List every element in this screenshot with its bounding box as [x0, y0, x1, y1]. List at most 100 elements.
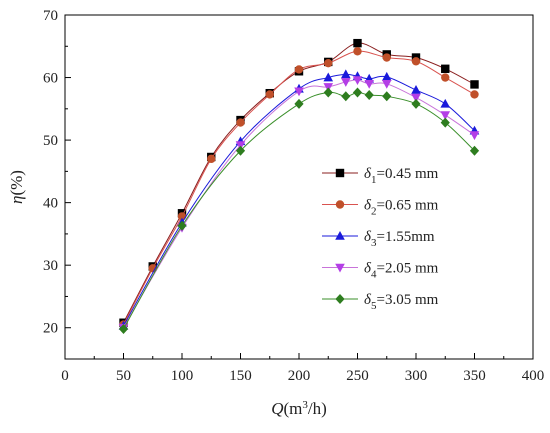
data-point: [411, 85, 421, 94]
legend-symbol: δ: [364, 261, 372, 277]
legend-label: δ2=0.65 mm: [364, 198, 439, 218]
legend-value: =0.45 mm: [376, 166, 438, 182]
legend-label: δ5=3.05 mm: [364, 292, 439, 312]
data-point: [411, 98, 421, 109]
data-point: [265, 90, 274, 99]
y-tick-label: 30: [43, 258, 58, 274]
legend-marker: [335, 168, 345, 178]
legend-marker: [335, 294, 345, 304]
y-axis-title: η(%): [7, 170, 26, 204]
data-point: [323, 87, 333, 98]
legend-subscript: 2: [371, 206, 377, 218]
legend-marker: [335, 263, 345, 273]
legend-symbol: δ: [364, 198, 372, 214]
data-point: [440, 117, 450, 128]
series-5: [118, 87, 480, 334]
data-point: [353, 38, 362, 48]
data-point: [381, 80, 392, 89]
legend-marker: [335, 200, 345, 209]
data-point: [148, 264, 157, 273]
x-axis-var: Q: [271, 399, 283, 418]
x-tick-label: 350: [463, 368, 486, 384]
legend-item-4: δ4=2.05 mm: [322, 261, 439, 281]
data-point: [440, 98, 451, 108]
data-point: [364, 80, 374, 89]
data-point: [118, 323, 129, 334]
data-point: [441, 64, 450, 73]
y-tick-label: 50: [43, 133, 58, 149]
x-axis-unit-sup: 3: [302, 399, 308, 411]
data-point: [440, 111, 451, 121]
legend-subscript: 5: [371, 300, 377, 312]
legend-label: δ3=1.55mm: [364, 229, 435, 249]
y-tick-label: 40: [43, 196, 58, 212]
data-point: [341, 78, 351, 87]
x-tick-label: 250: [346, 368, 369, 384]
legend-subscript: 4: [371, 269, 377, 281]
data-point: [294, 98, 304, 109]
x-tick-label: 200: [288, 368, 311, 384]
y-tick-label: 60: [43, 71, 58, 87]
legend-item-2: δ2=0.65 mm: [322, 198, 439, 218]
data-point: [352, 76, 363, 86]
legend-value: =3.05 mm: [376, 292, 438, 308]
data-point: [470, 90, 479, 99]
legend-symbol: δ: [364, 166, 372, 182]
data-point: [352, 87, 363, 98]
data-point: [341, 69, 351, 79]
x-tick-label: 50: [116, 368, 131, 384]
x-tick-label: 100: [171, 368, 194, 384]
legend-subscript: 3: [371, 237, 377, 249]
data-point: [323, 72, 334, 82]
legend-label: δ1=0.45 mm: [364, 166, 439, 186]
data-point: [235, 141, 246, 151]
data-point: [382, 53, 391, 62]
legend-value: =0.65 mm: [376, 198, 438, 214]
data-point: [177, 220, 187, 231]
data-point: [441, 73, 450, 82]
x-axis-unit-post: /h): [308, 399, 327, 418]
legend-item-3: δ3=1.55mm: [322, 229, 435, 249]
data-point: [341, 91, 351, 102]
legend-item-5: δ5=3.05 mm: [322, 292, 439, 312]
legend-label: δ4=2.05 mm: [364, 261, 439, 281]
legend-marker: [335, 231, 345, 240]
legend-symbol: δ: [364, 292, 372, 308]
data-point: [364, 90, 374, 101]
y-tick-label: 70: [43, 8, 58, 24]
data-point: [382, 91, 392, 102]
data-point: [235, 145, 246, 156]
x-tick-label: 0: [61, 368, 69, 384]
data-point: [324, 58, 333, 68]
legend-value: =1.55mm: [376, 229, 434, 245]
axis-ticks: 0 50 100 150 200 250 300 350 400 20 30 40 50 60 70: [43, 8, 544, 384]
legend-subscript: 1: [371, 174, 377, 186]
data-point: [381, 71, 392, 81]
data-point: [469, 145, 480, 156]
legend-item-1: δ1=0.45 mm: [322, 166, 439, 186]
data-point: [411, 93, 421, 103]
x-tick-label: 400: [522, 368, 545, 384]
x-tick-label: 150: [229, 368, 252, 384]
series-2: [119, 47, 479, 329]
y-axis-unit: (%): [7, 170, 26, 195]
data-point: [470, 80, 479, 89]
legend-value: =2.05 mm: [376, 261, 438, 277]
data-point: [236, 118, 245, 127]
data-point: [207, 154, 216, 164]
plot-series: [118, 38, 480, 334]
data-point: [294, 87, 304, 97]
data-point: [294, 65, 304, 74]
x-axis-title: Q(m3/h): [271, 399, 327, 418]
x-tick-label: 300: [405, 368, 428, 384]
data-point: [411, 57, 421, 66]
data-point: [353, 47, 362, 56]
y-tick-label: 20: [43, 321, 58, 337]
x-axis-unit-pre: (m: [284, 399, 303, 418]
data-point: [323, 83, 334, 92]
legend-symbol: δ: [364, 229, 372, 245]
y-axis-var: η: [7, 196, 26, 204]
